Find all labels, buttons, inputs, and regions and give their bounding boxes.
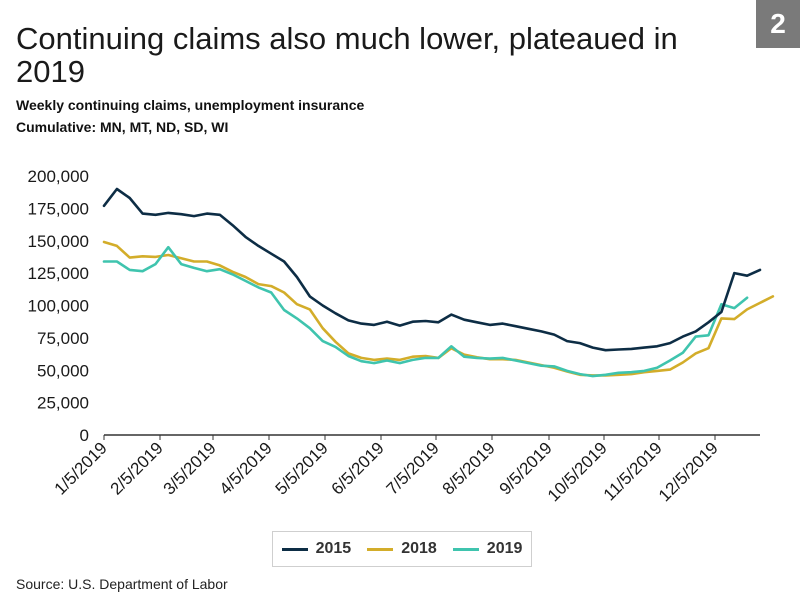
y-tick-label: 75,000 (37, 329, 89, 348)
chart-subtitle-states: Cumulative: MN, MT, ND, SD, WI (16, 119, 229, 135)
x-tick-label: 4/5/2019 (216, 438, 276, 498)
x-tick-label: 12/5/2019 (655, 438, 722, 505)
legend-label-2019: 2019 (486, 540, 523, 557)
legend-item-2018: 2018 (367, 540, 437, 558)
chart-subtitle: Weekly continuing claims, unemployment i… (16, 97, 365, 113)
x-tick-label: 11/5/2019 (600, 438, 666, 504)
legend-item-2015: 2015 (281, 540, 352, 558)
y-tick-label: 175,000 (28, 199, 89, 218)
x-tick-label: 10/5/2019 (544, 438, 611, 505)
legend-label-2015: 2015 (315, 540, 352, 557)
y-tick-label: 200,000 (28, 167, 89, 186)
y-tick-label: 100,000 (28, 297, 89, 316)
x-tick-label: 3/5/2019 (160, 438, 220, 498)
series-line-2019 (102, 245, 749, 378)
x-tick-label: 6/5/2019 (328, 438, 388, 498)
legend-label-2018: 2018 (401, 540, 437, 557)
x-tick-label: 8/5/2019 (439, 438, 499, 498)
series-line-2018 (102, 240, 775, 377)
y-tick-label: 125,000 (28, 264, 89, 283)
chart-legend: 2015 2018 2019 (272, 531, 532, 567)
series-line-2015 (102, 187, 762, 352)
legend-swatch-2015 (281, 547, 308, 551)
legend-swatch-2018 (367, 547, 394, 551)
y-tick-label: 0 (80, 426, 89, 445)
source-note: Source: U.S. Department of Labor (16, 576, 228, 592)
legend-item-2019: 2019 (452, 540, 523, 558)
y-tick-label: 50,000 (37, 361, 89, 380)
x-tick-label: 1/5/2019 (51, 438, 111, 498)
x-tick-label: 2/5/2019 (107, 438, 167, 498)
chart-title: Continuing claims also much lower, plate… (16, 21, 678, 89)
y-tick-label: 25,000 (37, 394, 89, 413)
x-tick-label: 5/5/2019 (272, 438, 332, 498)
x-tick-label: 7/5/2019 (383, 438, 443, 498)
legend-swatch-2019 (452, 547, 479, 551)
y-tick-label: 150,000 (28, 232, 89, 251)
slide-number-badge: 2 (756, 0, 800, 48)
